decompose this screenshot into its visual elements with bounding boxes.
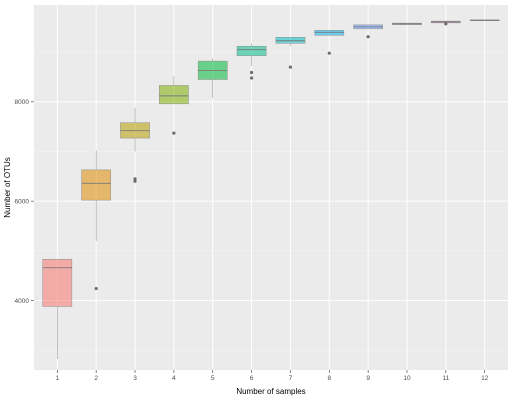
x-tick-label: 11: [442, 375, 449, 382]
y-axis-title: Number of OTUs: [3, 157, 12, 217]
x-tick-label: 5: [211, 375, 215, 382]
outlier-point: [288, 65, 293, 69]
box-12: [469, 19, 500, 21]
box-6: [236, 43, 267, 80]
x-tick-label: 1: [55, 375, 59, 382]
box-8: [314, 30, 345, 55]
x-axis-title: Number of samples: [236, 387, 305, 396]
box-body: [236, 45, 267, 56]
x-tick-label: 9: [366, 375, 370, 382]
box-7: [275, 37, 306, 69]
outlier-point: [366, 35, 370, 39]
x-axis: 1 2 3 4 5 6 7 8 9 10 11 12: [55, 370, 489, 382]
box-body: [314, 30, 345, 36]
box-3: [120, 107, 150, 183]
x-tick-label: 4: [172, 375, 176, 382]
box-2: [81, 150, 111, 291]
box-body: [81, 169, 111, 201]
outlier-point: [249, 70, 254, 75]
outlier-point: [444, 22, 448, 26]
y-tick-label: 6000: [15, 198, 30, 205]
outlier-point: [327, 51, 331, 55]
box-10: [392, 22, 422, 25]
box-1: [42, 259, 73, 360]
box-body: [159, 85, 189, 105]
outlier-point: [172, 131, 176, 135]
box-body: [42, 259, 73, 307]
outlier-point: [133, 177, 137, 181]
y-tick-label: 8000: [15, 99, 30, 106]
x-tick-label: 6: [250, 375, 254, 382]
y-tick-label: 4000: [15, 298, 30, 305]
grid-minor: [34, 51, 508, 351]
box-body: [275, 37, 306, 44]
x-tick-label: 12: [481, 375, 489, 382]
boxes: [42, 19, 500, 360]
box-5: [197, 58, 228, 98]
outlier-point: [249, 76, 254, 80]
x-tick-label: 7: [289, 375, 293, 382]
x-tick-label: 10: [403, 375, 411, 382]
x-tick-label: 8: [327, 375, 331, 382]
x-tick-label: 3: [133, 375, 137, 382]
x-tick-label: 2: [94, 375, 98, 382]
plot-panel: [34, 5, 508, 370]
outlier-point: [133, 179, 137, 183]
box-9: [353, 24, 383, 39]
grid-major: [34, 5, 508, 370]
box-11: [431, 20, 461, 26]
outlier-point: [94, 286, 98, 291]
y-axis: 4000 6000 8000: [15, 99, 34, 305]
box-4: [159, 76, 189, 135]
